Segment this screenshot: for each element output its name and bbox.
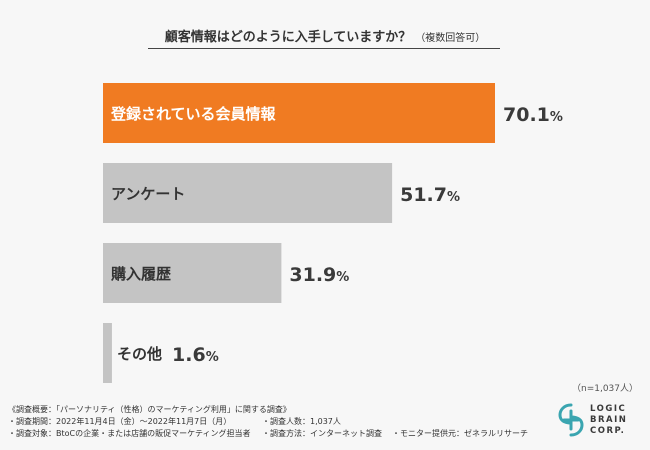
value-label-2: 51.7% bbox=[400, 184, 460, 206]
survey-respondents: ・調査人数：1,037人 bbox=[262, 417, 341, 426]
bar-3 bbox=[103, 243, 282, 303]
sample-size-note: （n=1,037人） bbox=[571, 384, 638, 394]
value-label-1: 70.1% bbox=[503, 104, 563, 126]
logo-mark-icon bbox=[558, 403, 584, 437]
category-label-4: その他 bbox=[117, 345, 162, 363]
survey-method: ・調査方法：インターネット調査 bbox=[262, 429, 382, 438]
logo-line-2: BRAIN bbox=[590, 415, 628, 425]
logo-line-1: LOGIC bbox=[590, 404, 627, 414]
bar-4 bbox=[103, 323, 112, 383]
category-label-1: 登録されている会員情報 bbox=[110, 105, 277, 123]
chart-title-note: （複数回答可） bbox=[415, 33, 486, 44]
category-label-2: アンケート bbox=[111, 185, 185, 203]
survey-period: ・調査期間：2022年11月4日（金）〜2022年11月7日（月） bbox=[8, 417, 232, 426]
survey-target: ・調査対象：BtoCの企業・または店舗の販促マーケティング担当者 bbox=[8, 429, 251, 438]
logo-wordmark: LOGIC BRAIN CORP. bbox=[590, 404, 627, 437]
value-label-3: 31.9% bbox=[289, 264, 349, 286]
value-label-4: 1.6% bbox=[172, 344, 219, 366]
survey-overview: 《調査概要：「パーソナリティ（性格）のマーケティング利用」に関する調査》 ・調査… bbox=[8, 404, 528, 440]
bar-1 bbox=[103, 83, 495, 143]
survey-outline: 《調査概要：「パーソナリティ（性格）のマーケティング利用」に関する調査》 bbox=[8, 405, 291, 414]
bar-2 bbox=[103, 163, 393, 223]
survey-provider: ・モニター提供元：ゼネラルリサーチ bbox=[392, 429, 528, 438]
company-logo: LOGIC BRAIN CORP. bbox=[556, 400, 646, 442]
chart-title-text: 顧客情報はどのように入手していますか？ bbox=[164, 30, 412, 45]
chart-title: 顧客情報はどのように入手していますか？ （複数回答可） bbox=[0, 26, 650, 45]
logo-line-3: CORP. bbox=[590, 426, 626, 436]
title-underline bbox=[148, 48, 500, 49]
category-label-3: 購入履歴 bbox=[110, 265, 171, 283]
